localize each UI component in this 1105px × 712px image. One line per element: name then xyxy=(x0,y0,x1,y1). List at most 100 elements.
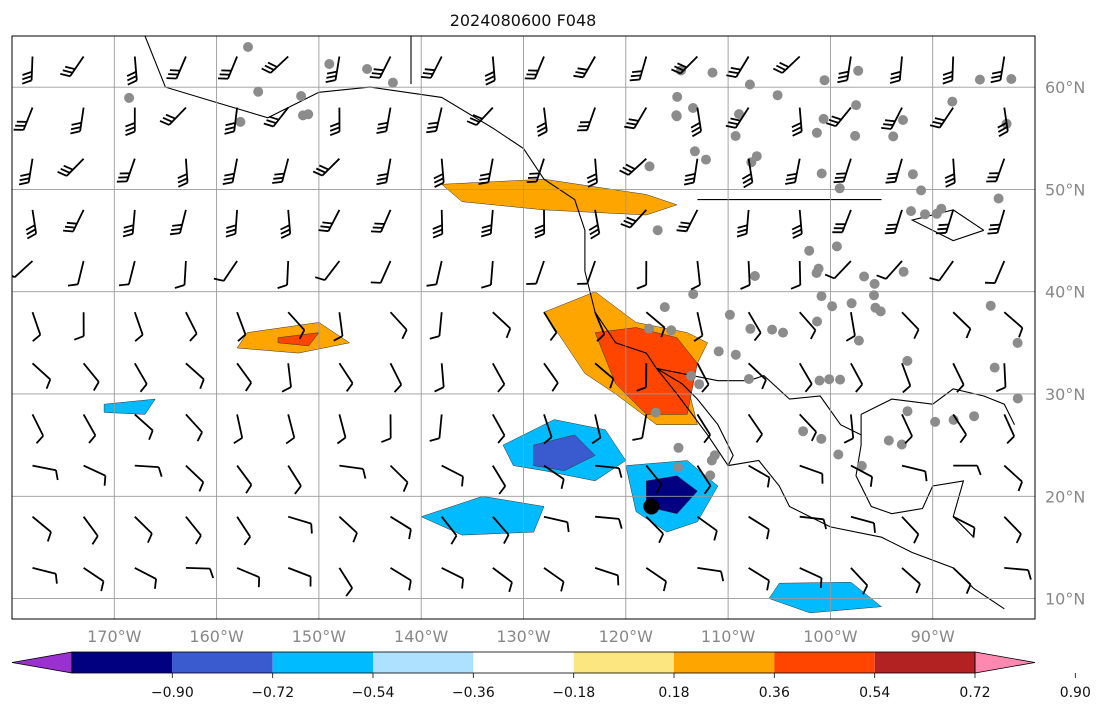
wind-barb xyxy=(116,158,136,183)
wind-barb xyxy=(492,311,512,339)
observation-dot xyxy=(706,455,717,466)
observation-dot xyxy=(931,208,942,219)
wind-barb xyxy=(82,413,97,444)
wind-barb xyxy=(125,107,136,137)
wind-barb xyxy=(433,158,445,188)
observation-dot xyxy=(856,460,867,471)
wind-barb xyxy=(63,209,85,233)
lat-lon-grid xyxy=(12,36,1035,619)
lat-tick-label: 60°N xyxy=(1045,78,1085,97)
wind-barb xyxy=(725,107,750,129)
wind-barb xyxy=(901,567,921,594)
wind-barb xyxy=(683,158,699,186)
observation-dot xyxy=(798,426,809,437)
colorbar-segment xyxy=(573,652,674,673)
colorbar-segment xyxy=(172,652,273,673)
colorbar-segment xyxy=(373,652,474,673)
wind-barb xyxy=(929,107,954,129)
observation-dot xyxy=(853,65,864,76)
observation-dot xyxy=(818,113,829,124)
colorbar-tick-label: −0.54 xyxy=(352,685,395,701)
colorbar-tick-label: −0.90 xyxy=(151,685,194,701)
wind-barb xyxy=(333,312,344,342)
coastline-lake-superior xyxy=(910,209,985,242)
wind-barb xyxy=(748,567,770,591)
wind-barb xyxy=(740,260,751,290)
wind-barb xyxy=(32,464,59,481)
wind-barb xyxy=(57,158,85,177)
observation-dot xyxy=(916,185,927,196)
observation-dot xyxy=(811,127,822,138)
observation-dot xyxy=(713,346,724,357)
wind-barb xyxy=(31,362,52,390)
observation-dot xyxy=(930,416,941,427)
observation-dot xyxy=(974,74,985,85)
wind-barb xyxy=(645,465,663,494)
wind-barb xyxy=(624,107,648,130)
wind-barb xyxy=(772,55,801,74)
wind-barb xyxy=(83,464,107,486)
wind-barb xyxy=(586,158,598,188)
observation-dot xyxy=(869,290,879,301)
wind-barb xyxy=(134,464,163,477)
wind-barb xyxy=(376,107,392,134)
map-area xyxy=(11,35,1036,620)
wind-barb xyxy=(850,464,873,487)
wind-barb xyxy=(185,464,205,492)
wind-barb xyxy=(843,414,855,444)
wind-barb xyxy=(82,362,100,391)
map-frame xyxy=(11,35,1036,620)
wind-barb xyxy=(594,362,615,389)
wind-barb xyxy=(791,107,803,137)
colorbar-tick-label: 0.90 xyxy=(1060,685,1091,701)
wind-barb xyxy=(133,311,144,342)
wind-barb xyxy=(889,56,903,84)
wind-barb xyxy=(261,55,289,74)
wind-barb xyxy=(747,362,767,390)
wind-barb xyxy=(236,516,251,546)
observation-dot xyxy=(644,161,655,172)
wind-barb xyxy=(952,362,965,393)
wind-barb xyxy=(591,414,602,445)
wind-barb xyxy=(645,567,667,592)
latitude-labels: 60°N 50°N 40°N 30°N 20°N 10°N xyxy=(1045,78,1085,608)
wind-barb xyxy=(936,209,955,235)
wind-barb xyxy=(526,260,545,285)
wind-barb xyxy=(826,107,852,128)
wind-barb xyxy=(798,362,813,393)
wind-barb xyxy=(885,158,903,184)
wind-barb xyxy=(285,414,296,445)
observation-dot xyxy=(644,323,654,334)
observation-dot xyxy=(989,362,1000,373)
wind-barb xyxy=(901,464,928,482)
wind-barb xyxy=(338,362,354,392)
wind-barb xyxy=(441,464,464,487)
lat-tick-label: 30°N xyxy=(1045,385,1085,404)
wind-barb xyxy=(318,209,341,233)
observation-dot xyxy=(673,442,684,453)
observation-dot xyxy=(902,406,913,417)
observation-dot xyxy=(324,59,335,69)
wind-barb xyxy=(747,311,762,342)
observation-dot xyxy=(920,209,930,220)
colorbar-extend-low xyxy=(11,651,73,674)
wind-barb xyxy=(1003,516,1022,544)
observation-dot xyxy=(947,96,958,107)
wind-barb xyxy=(799,567,823,588)
wind-barb xyxy=(901,414,913,445)
observation-dot xyxy=(896,439,907,450)
wind-barb xyxy=(277,260,290,289)
wind-barb xyxy=(174,260,187,289)
observation-dot xyxy=(898,115,908,125)
observation-dot xyxy=(859,271,870,282)
colorbar-segment xyxy=(72,652,173,673)
observation-dot xyxy=(902,355,913,366)
wind-barb xyxy=(676,209,699,233)
wind-barb xyxy=(134,362,148,393)
wind-barb xyxy=(21,56,34,85)
wind-barb xyxy=(381,414,392,443)
wind-barb xyxy=(478,158,494,185)
wind-barb xyxy=(726,56,750,78)
colorbar-tick-label: −0.18 xyxy=(552,685,595,701)
wind-barb xyxy=(389,464,409,492)
